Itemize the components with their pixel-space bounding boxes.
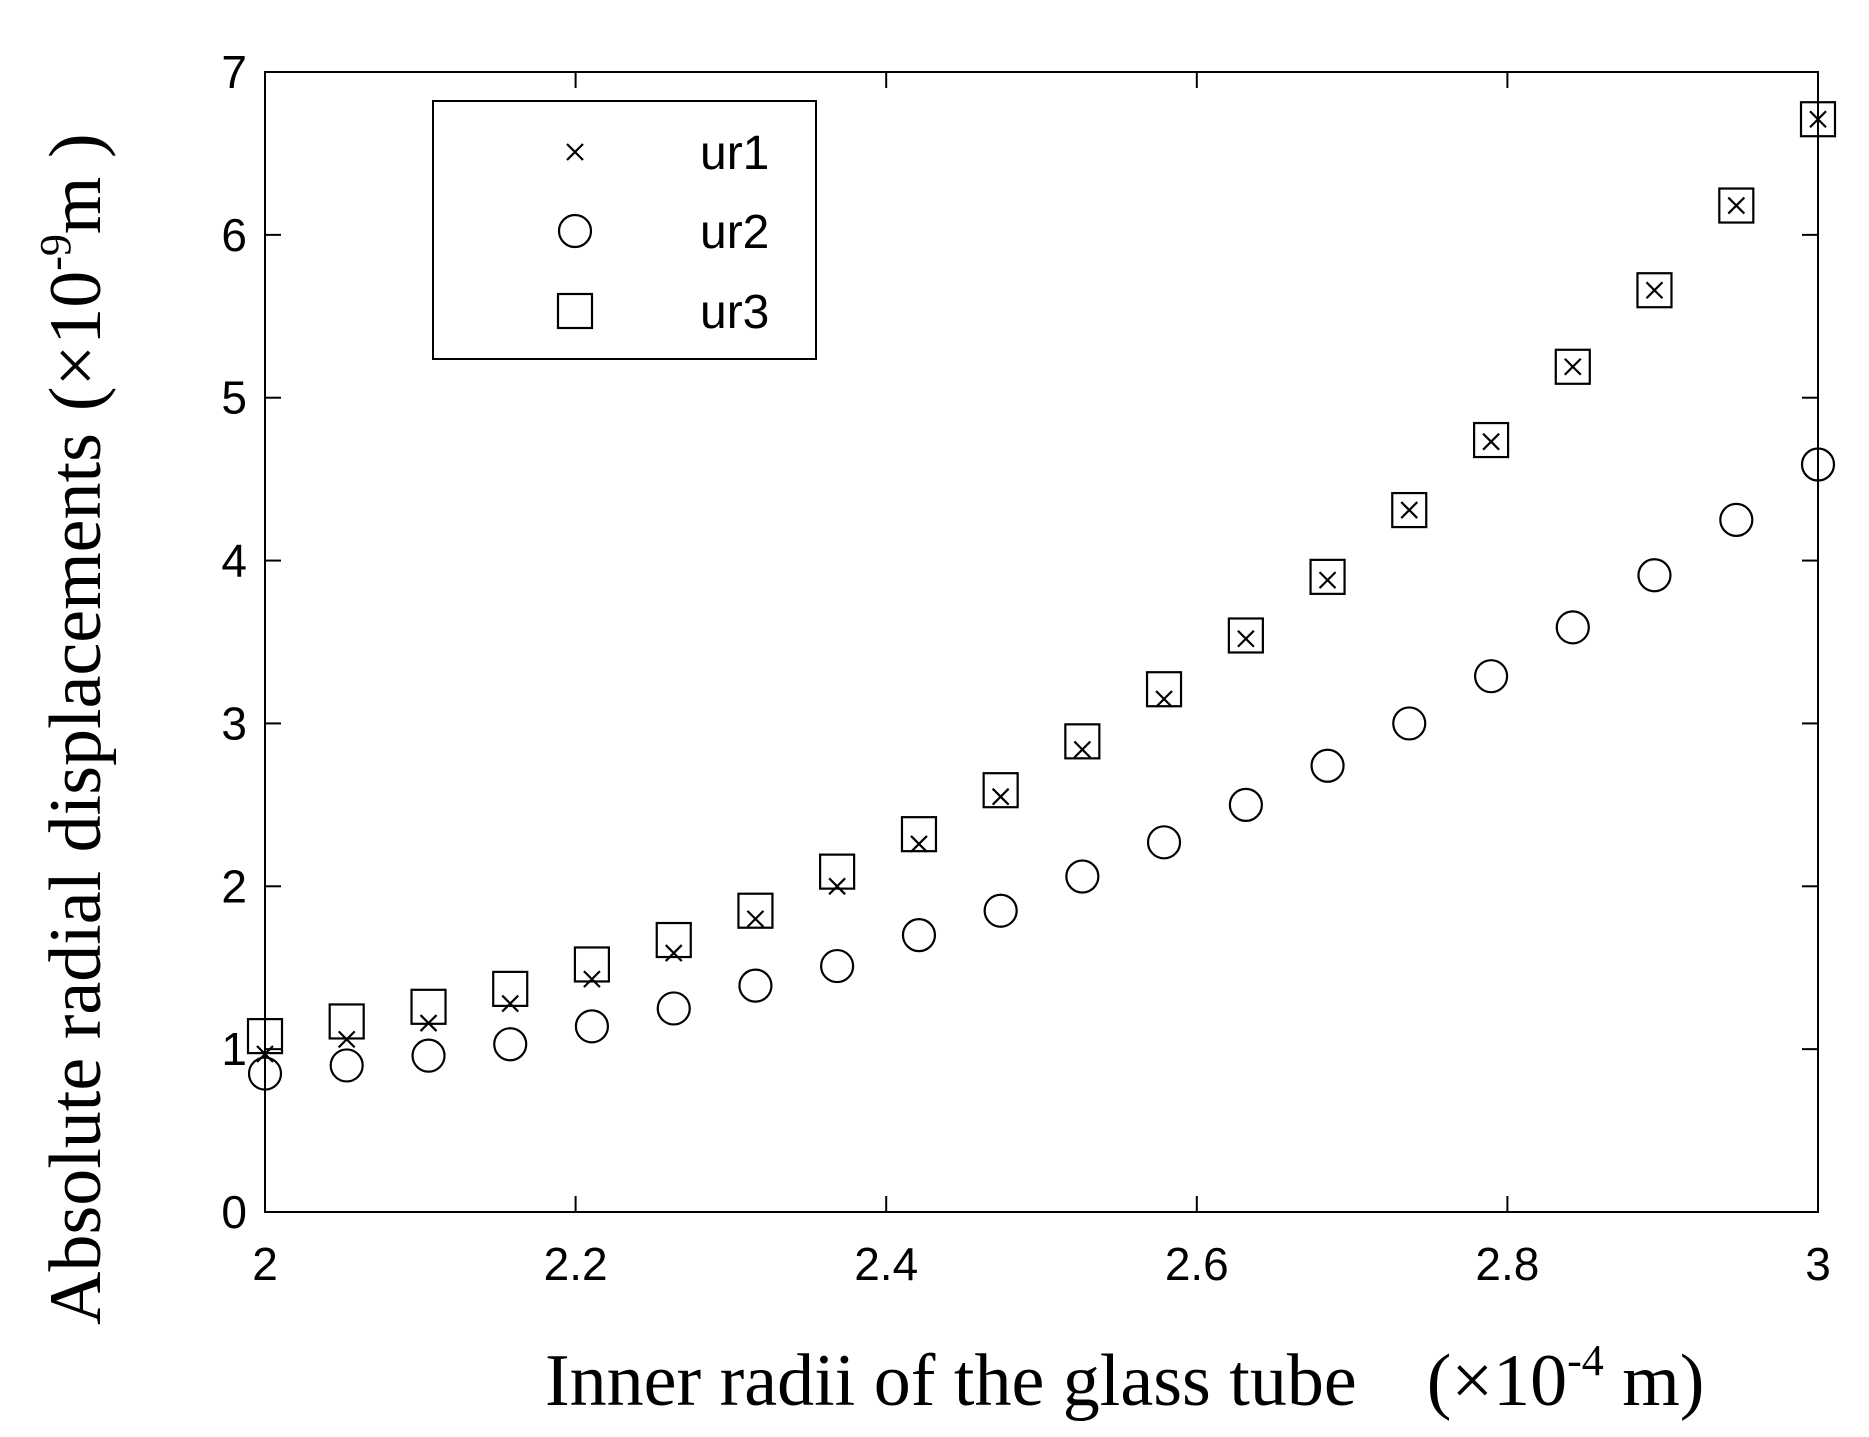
marker-ur2 xyxy=(656,991,691,1026)
x-tick-label: 2.4 xyxy=(854,1238,918,1290)
marker-ur3 xyxy=(328,1003,365,1040)
marker-ur2 xyxy=(1146,825,1182,860)
x-axis-title-unit-open: (×10 xyxy=(1427,1340,1567,1422)
marker-ur1 xyxy=(256,1045,274,1063)
marker-ur1 xyxy=(1318,571,1337,589)
legend-label-ur1: ur1 xyxy=(700,127,769,180)
marker-ur3 xyxy=(1472,421,1510,459)
y-tick-label: 7 xyxy=(221,46,247,98)
x-tick-label: 2.2 xyxy=(544,1238,608,1290)
marker-ur3 xyxy=(1145,671,1183,708)
legend-marker-ur3 xyxy=(556,292,594,330)
marker-ur2 xyxy=(1473,659,1509,694)
marker-ur2 xyxy=(820,948,855,984)
marker-ur3 xyxy=(1718,187,1755,224)
legend-marker-ur2 xyxy=(557,213,593,249)
marker-ur3 xyxy=(492,970,529,1007)
marker-ur2 xyxy=(411,1038,446,1073)
legend-label-ur3: ur3 xyxy=(700,286,769,339)
x-tick-label: 3 xyxy=(1805,1238,1831,1290)
marker-ur1 xyxy=(1482,432,1500,451)
y-axis-title-unit-exp: -9 xyxy=(31,234,80,271)
marker-ur3 xyxy=(1799,101,1837,138)
marker-ur1 xyxy=(828,877,846,896)
y-tick-label: 6 xyxy=(221,209,247,261)
marker-ur2 xyxy=(574,1009,610,1044)
axis-ticks xyxy=(264,71,1819,1213)
marker-ur2 xyxy=(493,1027,528,1062)
marker-ur1 xyxy=(1809,110,1827,129)
marker-ur2 xyxy=(1719,502,1754,537)
marker-ur1 xyxy=(1237,629,1255,648)
legend-markers xyxy=(556,143,594,330)
marker-ur2 xyxy=(329,1048,364,1083)
marker-ur2 xyxy=(1637,558,1672,593)
marker-ur2 xyxy=(1228,787,1263,822)
marker-ur3 xyxy=(573,946,611,983)
marker-ur3 xyxy=(1064,723,1101,760)
marker-ur1 xyxy=(664,944,683,962)
marker-ur1 xyxy=(1073,740,1092,759)
legend-label-ur2: ur2 xyxy=(700,206,769,259)
marker-ur2 xyxy=(738,968,773,1003)
marker-ur3 xyxy=(1227,617,1264,654)
legend: ur1 ur2 ur3 xyxy=(432,100,817,360)
marker-ur2 xyxy=(1310,748,1345,783)
x-axis-title: Inner radii of the glass tube (×10-4 m) xyxy=(545,1336,1704,1422)
y-tick-label: 4 xyxy=(221,535,247,587)
x-tick-label: 2 xyxy=(252,1238,278,1290)
x-axis-title-main: Inner radii of the glass tube xyxy=(545,1340,1357,1422)
marker-ur3 xyxy=(982,772,1019,809)
plot-frame xyxy=(264,71,1819,1213)
y-tick-label: 3 xyxy=(221,697,247,749)
x-tick-label: 2.8 xyxy=(1475,1238,1539,1290)
marker-ur1 xyxy=(991,787,1010,806)
marker-ur3 xyxy=(1554,348,1591,385)
marker-ur3 xyxy=(1309,558,1346,595)
legend-box xyxy=(432,100,817,360)
y-axis-title-unit-open: (×10 xyxy=(35,271,117,411)
y-tick-label: 0 xyxy=(221,1186,247,1238)
marker-ur3 xyxy=(1391,491,1428,529)
marker-ur2 xyxy=(247,1056,283,1091)
y-tick-label: 2 xyxy=(221,860,247,912)
marker-ur1 xyxy=(1400,501,1419,519)
marker-ur1 xyxy=(419,1014,438,1032)
y-axis-title: Absolute radial displacements (×10-9m ) xyxy=(31,133,117,1325)
marker-ur2 xyxy=(1555,610,1590,645)
marker-ur1 xyxy=(1645,281,1664,300)
x-axis-title-unit-exp: -4 xyxy=(1567,1336,1604,1385)
marker-ur1 xyxy=(1727,196,1746,215)
marker-ur3 xyxy=(819,853,856,890)
x-axis-title-unit-close: m) xyxy=(1604,1340,1705,1422)
marker-ur1 xyxy=(501,994,519,1013)
marker-ur3 xyxy=(900,816,938,853)
marker-ur1 xyxy=(1155,690,1173,708)
marker-ur1 xyxy=(337,1030,356,1049)
data-markers xyxy=(246,101,1837,1091)
marker-ur2 xyxy=(901,918,937,953)
y-tick-label: 5 xyxy=(221,372,247,424)
marker-ur2 xyxy=(1065,859,1100,894)
marker-ur3 xyxy=(737,892,774,929)
marker-ur2 xyxy=(983,893,1018,928)
marker-ur3 xyxy=(410,988,447,1025)
y-tick-labels: 0 1 2 3 4 5 6 7 xyxy=(221,46,247,1238)
marker-ur3 xyxy=(655,921,692,959)
marker-ur1 xyxy=(746,910,765,928)
marker-ur1 xyxy=(910,835,928,853)
y-axis-title-unit-close: m ) xyxy=(35,133,117,234)
x-tick-labels: 2 2.2 2.4 2.6 2.8 3 xyxy=(252,1238,1831,1290)
y-tick-label: 1 xyxy=(221,1023,247,1075)
marker-ur3 xyxy=(1636,272,1673,309)
legend-marker-ur1 xyxy=(566,143,584,161)
marker-ur1 xyxy=(583,970,601,988)
marker-ur2 xyxy=(1392,706,1427,741)
x-tick-label: 2.6 xyxy=(1165,1238,1229,1290)
marker-ur1 xyxy=(1564,357,1582,376)
marker-ur2 xyxy=(1800,447,1836,482)
y-axis-title-main: Absolute radial displacements xyxy=(35,433,117,1325)
